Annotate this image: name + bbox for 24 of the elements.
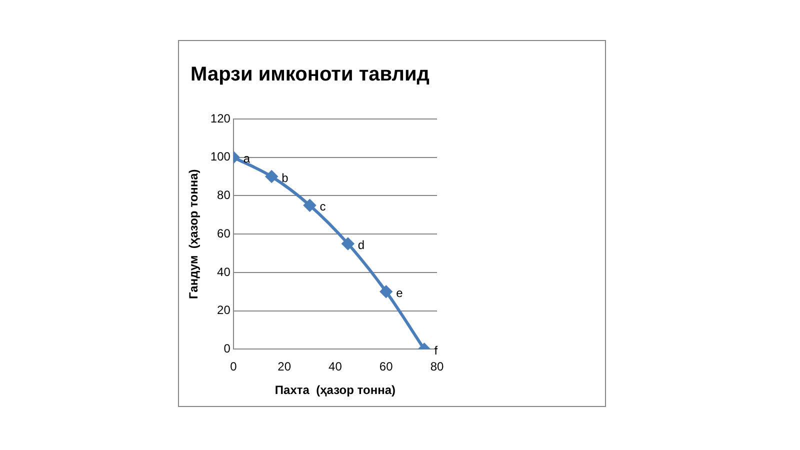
y-tick-label: 80 [217, 188, 231, 202]
y-tick-label: 60 [217, 226, 231, 240]
x-tick-label: 20 [278, 360, 292, 374]
chart-title: Марзи имконоти тавлид [190, 64, 430, 86]
point [304, 199, 316, 212]
annotation: c [320, 200, 326, 214]
annotation: a [243, 152, 250, 166]
y-tick-label: 100 [210, 150, 231, 164]
x-axis-title: Пахта (ҳазор тонна) [274, 383, 396, 398]
x-tick-label: 40 [328, 360, 342, 374]
annotation: b [282, 170, 289, 185]
annotation: d [358, 238, 365, 252]
y-axis-title: Гандум (ҳазор тонна) [186, 169, 201, 299]
x-tick-label: 80 [430, 360, 444, 374]
y-tick-label: 20 [217, 303, 231, 318]
x-tick-label: 60 [379, 360, 394, 374]
y-tick-label: 0 [224, 342, 231, 356]
y-tick-label: 120 [210, 111, 231, 126]
y-tick-label: 40 [217, 264, 231, 279]
point [380, 286, 392, 298]
point [342, 238, 354, 250]
point [266, 170, 278, 183]
annotation: f [434, 344, 438, 358]
annotation: e [396, 286, 404, 300]
